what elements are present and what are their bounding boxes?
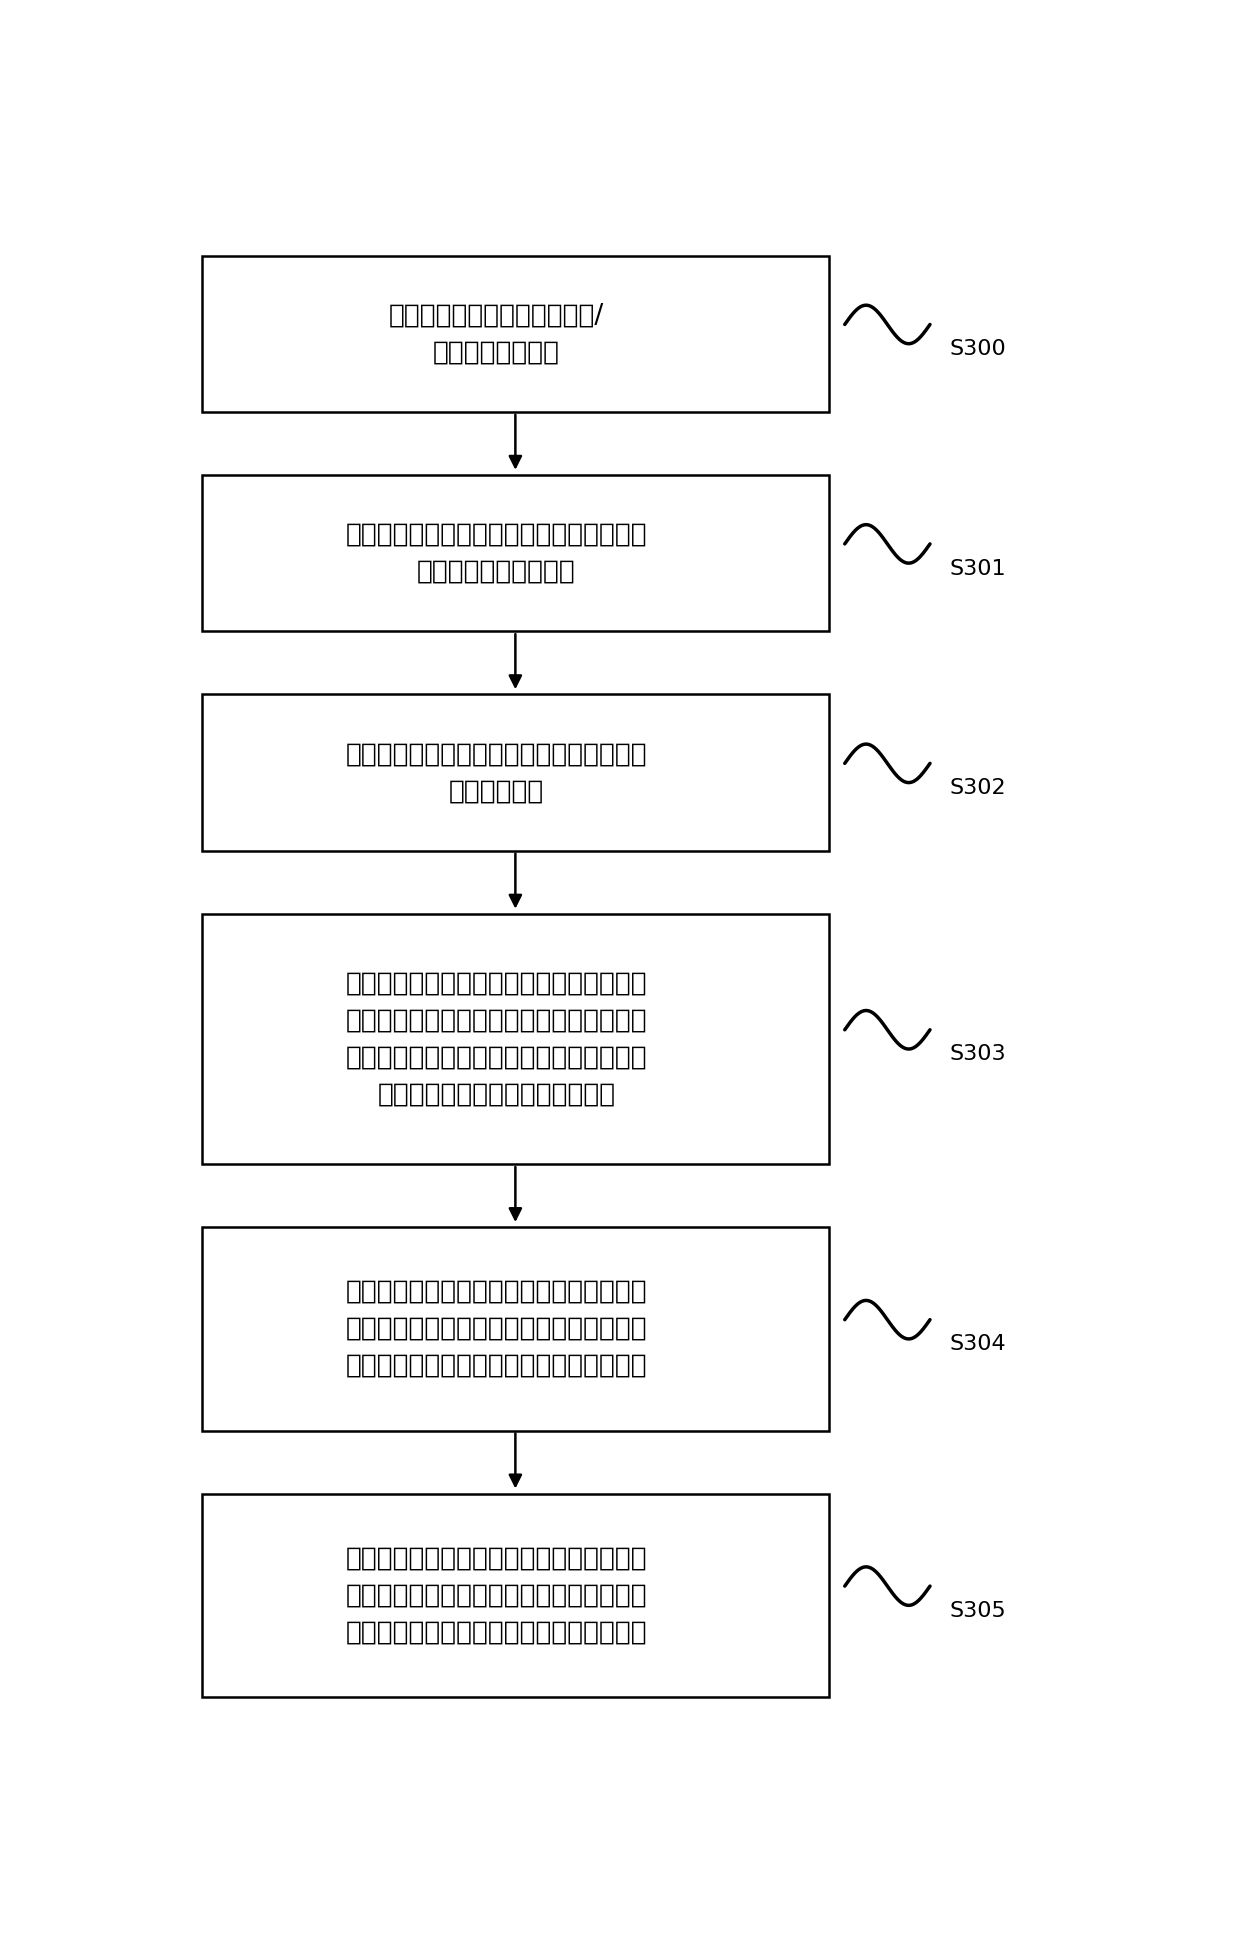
Text: S304: S304 xyxy=(950,1335,1006,1354)
Text: S303: S303 xyxy=(950,1044,1006,1065)
Bar xyxy=(201,1228,830,1431)
Text: 确定视频中至少一帧图像中的相对于主图像
的共同特征点: 确定视频中至少一帧图像中的相对于主图像 的共同特征点 xyxy=(346,742,647,804)
Text: S300: S300 xyxy=(950,339,1006,358)
Bar xyxy=(201,1493,830,1697)
Text: 呈现用于提示移动电子设备和/
或主摄像头的信息: 呈现用于提示移动电子设备和/ 或主摄像头的信息 xyxy=(389,302,604,366)
Text: 获取主摄像头朝向除第一方向之外的至少一
个其他方向拍摄的视频: 获取主摄像头朝向除第一方向之外的至少一 个其他方向拍摄的视频 xyxy=(346,521,647,585)
Text: S301: S301 xyxy=(950,558,1006,579)
Text: 对特征点的初始三维坐标信息进行非线性优
化，获取每个特征点优化后的三维坐标信息
以及每帧图像对应的主摄像头的朝向和位置: 对特征点的初始三维坐标信息进行非线性优 化，获取每个特征点优化后的三维坐标信息 … xyxy=(346,1278,647,1379)
Bar xyxy=(201,475,830,631)
Text: S305: S305 xyxy=(950,1600,1006,1621)
Bar xyxy=(201,695,830,850)
Text: 根据共同特征点，将参考面按照至少一帧图
像中的每帧图像对应的主摄像头的位置和朝
向信息分别投影到每帧图像中，获取每帧图
像中的特征点的初始三维坐标信息: 根据共同特征点，将参考面按照至少一帧图 像中的每帧图像对应的主摄像头的位置和朝 … xyxy=(346,970,647,1108)
Text: 对特征点的初始三维坐标信息进行非线性优
化，获取每个特征点优化后的三维坐标信息
以及每帧图像对应的主摄像头的朝向和位置: 对特征点的初始三维坐标信息进行非线性优 化，获取每个特征点优化后的三维坐标信息 … xyxy=(346,1546,647,1645)
Text: S302: S302 xyxy=(950,779,1006,798)
Bar xyxy=(201,256,830,413)
Bar xyxy=(201,914,830,1164)
